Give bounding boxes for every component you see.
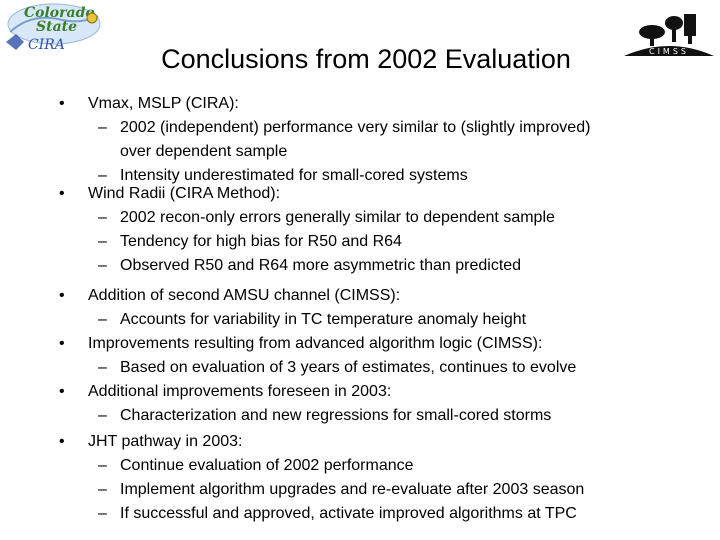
slide-title: Conclusions from 2002 Evaluation bbox=[161, 44, 571, 74]
cira-logo-line2: State bbox=[36, 19, 77, 35]
sub-bullet-item: – Observed R50 and R64 more asymmetric th… bbox=[98, 254, 521, 278]
dash-icon: – bbox=[98, 119, 107, 136]
sub-bullet-continuation: over dependent sample bbox=[120, 143, 288, 160]
bullet-item: Additional improvements foreseen in 2003… bbox=[88, 383, 392, 400]
sub-bullet-text: Continue evaluation of 2002 performance bbox=[120, 457, 414, 474]
dash-icon: – bbox=[98, 359, 107, 376]
sub-bullet-item: – Intensity underestimated for small-core… bbox=[98, 164, 468, 188]
sub-bullet-item: – Accounts for variability in TC temperat… bbox=[98, 308, 526, 332]
sub-bullet-text: Characterization and new regressions for… bbox=[120, 407, 552, 424]
bullet-icon: • bbox=[59, 185, 65, 202]
dash-icon: – bbox=[98, 407, 107, 424]
cimss-logo-text: CIMSS bbox=[649, 47, 689, 56]
dash-icon: – bbox=[98, 257, 107, 274]
bullet-item: Wind Radii (CIRA Method): bbox=[88, 185, 281, 202]
dash-icon: – bbox=[98, 311, 107, 328]
bullet-icon: • bbox=[59, 335, 65, 352]
bullet-icon: • bbox=[59, 383, 65, 400]
sub-bullet-text: 2002 (independent) performance very simi… bbox=[120, 119, 591, 136]
sub-bullet-text: Based on evaluation of 3 years of estima… bbox=[120, 359, 577, 376]
sub-bullet-text: If successful and approved, activate imp… bbox=[120, 505, 577, 522]
sub-bullet-text: Observed R50 and R64 more asymmetric tha… bbox=[120, 257, 522, 274]
dash-icon: – bbox=[98, 481, 107, 498]
sub-bullet-text: Tendency for high bias for R50 and R64 bbox=[120, 233, 402, 250]
sub-bullet-item: – Tendency for high bias for R50 and R64 bbox=[98, 230, 402, 254]
sub-bullet-text: Accounts for variability in TC temperatu… bbox=[120, 311, 527, 328]
dash-icon: – bbox=[98, 209, 107, 226]
cimss-logo: CIMSS bbox=[624, 14, 714, 56]
sub-bullet-item: – Based on evaluation of 3 years of estim… bbox=[98, 356, 576, 380]
cira-logo: Colorado State CIRA bbox=[6, 3, 101, 53]
sub-bullet-text: Implement algorithm upgrades and re-eval… bbox=[120, 481, 585, 498]
bullet-item: Vmax, MSLP (CIRA): bbox=[88, 95, 239, 112]
sub-bullet-item: –2002 recon-only errors generally simila… bbox=[98, 206, 555, 230]
sub-bullet-text: Intensity underestimated for small-cored… bbox=[120, 167, 468, 184]
dash-icon: – bbox=[98, 505, 107, 522]
sub-bullet-item: – Characterization and new regressions fo… bbox=[98, 404, 551, 428]
sub-bullet-text: 2002 recon-only errors generally similar… bbox=[120, 209, 555, 226]
bullet-icon: • bbox=[59, 95, 65, 112]
bullet-icon: • bbox=[59, 433, 65, 450]
sub-bullet-item: – If successful and approved, activate im… bbox=[98, 502, 577, 526]
bullet-item: Improvements resulting from advanced alg… bbox=[88, 335, 543, 352]
bullet-icon: • bbox=[59, 287, 65, 304]
sub-bullet-item: – Continue evaluation of 2002 performance bbox=[98, 454, 414, 478]
dash-icon: – bbox=[98, 233, 107, 250]
cira-logo-line3: CIRA bbox=[28, 37, 65, 53]
cira-logo-line1: Colorado bbox=[24, 5, 95, 21]
bullet-item: JHT pathway in 2003: bbox=[88, 433, 243, 450]
dash-icon: – bbox=[98, 167, 107, 184]
dash-icon: – bbox=[98, 457, 107, 474]
bullet-item: Addition of second AMSU channel (CIMSS): bbox=[88, 287, 401, 304]
sub-bullet-item: – Implement algorithm upgrades and re-eva… bbox=[98, 478, 584, 502]
sub-bullet-item: –2002 (independent) performance very sim… bbox=[98, 116, 590, 140]
